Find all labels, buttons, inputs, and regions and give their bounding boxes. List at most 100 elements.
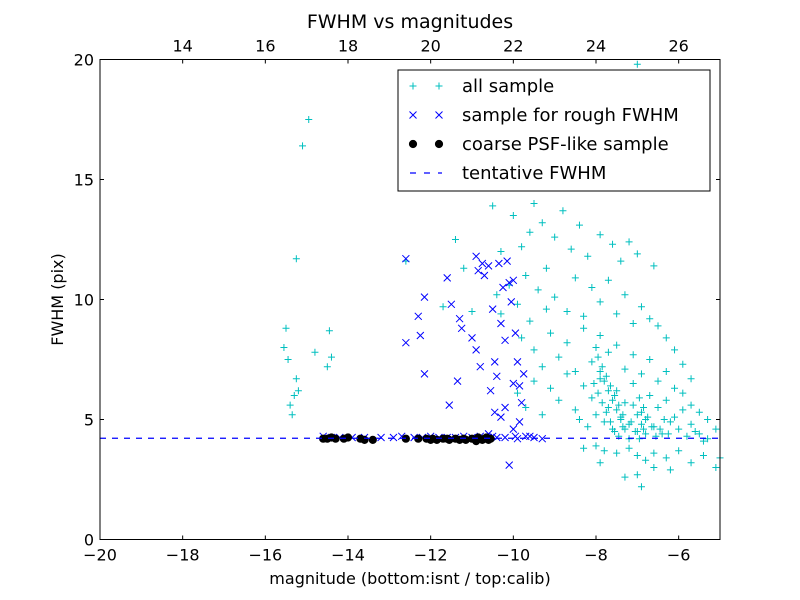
data-point <box>542 264 550 272</box>
data-point <box>609 240 617 248</box>
data-point <box>654 404 662 411</box>
data-point <box>613 406 621 414</box>
data-point <box>447 300 456 309</box>
data-point <box>642 430 650 438</box>
data-point <box>580 312 588 320</box>
data-point <box>305 116 313 123</box>
data-point <box>606 418 614 426</box>
data-point <box>325 327 333 335</box>
data-point <box>687 401 695 409</box>
data-point <box>497 310 505 318</box>
data-point <box>598 363 606 371</box>
data-point <box>499 283 507 292</box>
y-tick-label: 20 <box>74 51 94 70</box>
legend-label: sample for rough FWHM <box>462 105 679 126</box>
data-point <box>290 392 298 399</box>
x-axis-label: magnitude (bottom:isnt / top:calib) <box>269 569 550 588</box>
data-point <box>294 387 302 395</box>
data-point <box>311 348 319 356</box>
data-point <box>644 413 652 421</box>
data-point <box>615 401 623 409</box>
data-point <box>679 406 687 414</box>
data-point <box>563 339 571 347</box>
data-point <box>691 428 699 435</box>
data-point <box>633 411 641 419</box>
top-tick-label: 14 <box>172 37 192 56</box>
data-point <box>602 372 610 380</box>
x-tick-label: −8 <box>584 546 608 565</box>
data-point <box>671 413 679 421</box>
data-point <box>640 404 648 411</box>
data-point <box>530 346 538 354</box>
data-point <box>515 418 524 426</box>
data-point <box>292 255 300 263</box>
data-point <box>280 344 288 351</box>
chart-legend: all sample sample for rough FWHM coarse PS… <box>397 69 711 192</box>
data-point <box>501 336 509 345</box>
data-point <box>648 423 656 431</box>
data-point <box>687 420 695 428</box>
data-point <box>484 262 493 270</box>
legend-swatch <box>409 82 417 90</box>
data-point <box>513 358 522 366</box>
x-tick-label: −20 <box>83 546 117 565</box>
data-point <box>637 420 645 428</box>
top-tick-label: 16 <box>255 37 275 56</box>
data-point <box>426 435 435 444</box>
legend-swatch <box>435 111 443 119</box>
data-point <box>455 314 464 323</box>
data-point <box>704 416 712 423</box>
data-point <box>530 200 538 207</box>
data-point <box>662 454 670 462</box>
data-point <box>490 358 499 366</box>
data-point <box>592 344 600 351</box>
data-point <box>292 375 300 383</box>
data-point <box>343 433 353 442</box>
data-point <box>476 362 485 371</box>
data-point <box>538 434 547 443</box>
data-point <box>671 384 679 392</box>
data-point <box>468 334 476 342</box>
data-point <box>633 60 641 68</box>
data-point <box>526 228 534 236</box>
data-point <box>640 425 648 433</box>
data-point <box>547 329 555 337</box>
x-tick-label: −6 <box>667 546 691 565</box>
legend-label: coarse PSF-like sample <box>462 134 669 155</box>
legend-swatch <box>408 139 418 149</box>
data-point <box>402 254 410 263</box>
data-point <box>519 370 528 378</box>
data-point <box>650 464 658 471</box>
x-tick-label: −16 <box>248 546 282 565</box>
data-point <box>559 207 567 215</box>
y-tick-label: 10 <box>74 291 94 310</box>
chart-title: FWHM vs magnitudes <box>307 11 513 33</box>
data-point <box>478 259 487 268</box>
series-all-sample <box>280 60 724 491</box>
data-point <box>637 370 645 378</box>
data-point <box>621 365 629 373</box>
data-point <box>650 449 658 457</box>
data-point <box>627 418 635 426</box>
data-point <box>584 423 592 431</box>
data-point <box>662 396 670 404</box>
data-point <box>542 305 550 313</box>
data-point <box>509 425 518 433</box>
data-point <box>377 433 385 442</box>
data-point <box>284 356 292 363</box>
data-point <box>580 382 588 390</box>
data-point <box>509 276 518 285</box>
top-tick-label: 20 <box>420 37 440 56</box>
data-point <box>571 368 579 375</box>
data-point <box>600 418 608 426</box>
legend-swatch <box>434 139 444 149</box>
data-point <box>515 382 524 390</box>
data-point <box>538 219 546 227</box>
data-point <box>513 434 522 443</box>
data-point <box>286 401 294 409</box>
data-point <box>474 266 483 275</box>
data-point <box>323 363 331 371</box>
legend-swatch <box>435 82 443 90</box>
data-point <box>646 356 654 363</box>
data-point <box>534 286 542 294</box>
